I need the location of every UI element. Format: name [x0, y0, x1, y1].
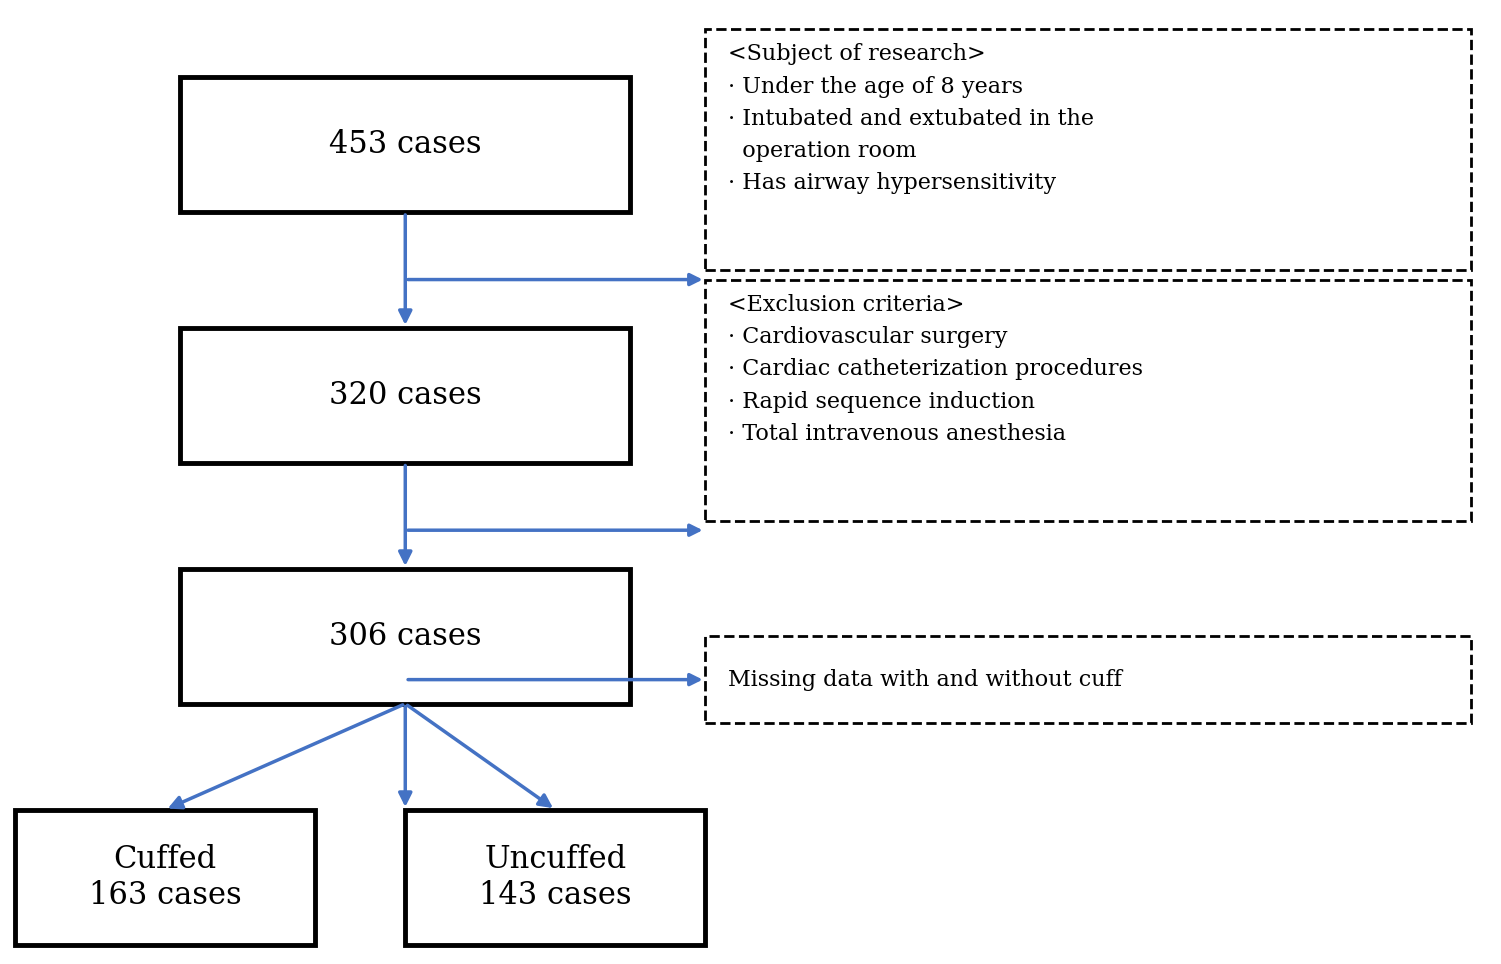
Text: Uncuffed
143 cases: Uncuffed 143 cases [479, 844, 632, 911]
Text: Missing data with and without cuff: Missing data with and without cuff [728, 669, 1121, 690]
FancyBboxPatch shape [705, 29, 1471, 270]
Text: 306 cases: 306 cases [329, 621, 482, 652]
Text: Cuffed
163 cases: Cuffed 163 cases [89, 844, 242, 911]
FancyBboxPatch shape [705, 636, 1471, 723]
FancyBboxPatch shape [180, 77, 630, 212]
Text: 453 cases: 453 cases [329, 129, 482, 160]
Text: 320 cases: 320 cases [329, 380, 482, 411]
FancyBboxPatch shape [180, 328, 630, 463]
Text: <Subject of research>
· Under the age of 8 years
· Intubated and extubated in th: <Subject of research> · Under the age of… [728, 43, 1094, 194]
Text: <Exclusion criteria>
· Cardiovascular surgery
· Cardiac catheterization procedur: <Exclusion criteria> · Cardiovascular su… [728, 294, 1142, 444]
FancyBboxPatch shape [15, 810, 315, 945]
FancyBboxPatch shape [405, 810, 705, 945]
FancyBboxPatch shape [180, 569, 630, 704]
FancyBboxPatch shape [705, 280, 1471, 521]
